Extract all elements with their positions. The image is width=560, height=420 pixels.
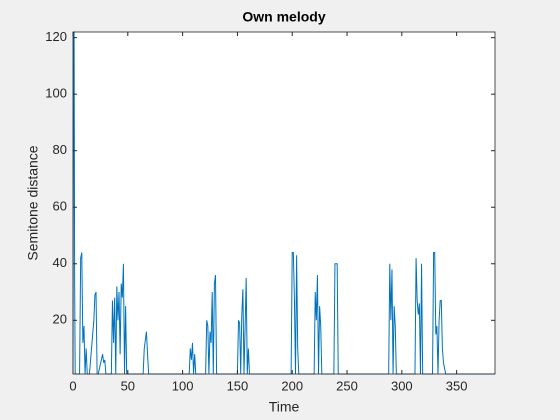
x-tick-label: 100: [172, 378, 194, 393]
y-tick-label: 120: [45, 29, 67, 44]
x-tick-label: 250: [336, 378, 358, 393]
y-tick-label: 20: [53, 312, 67, 327]
x-tick-label: 300: [391, 378, 413, 393]
x-tick-label: 350: [446, 378, 468, 393]
x-tick-label: 200: [281, 378, 303, 393]
y-tick-label: 80: [53, 142, 67, 157]
x-tick-label: 50: [121, 378, 135, 393]
axes-bg: [73, 32, 495, 374]
axes-box: [72, 31, 496, 375]
y-tick-label: 100: [45, 86, 67, 101]
x-axis-label: Time: [269, 399, 300, 415]
chart-title: Own melody: [242, 9, 325, 25]
x-tick-label: 150: [227, 378, 249, 393]
x-tick-label: 0: [69, 378, 76, 393]
y-axis-label: Semitone distance: [25, 145, 41, 260]
y-tick-label: 60: [53, 199, 67, 214]
y-tick-label: 40: [53, 255, 67, 270]
